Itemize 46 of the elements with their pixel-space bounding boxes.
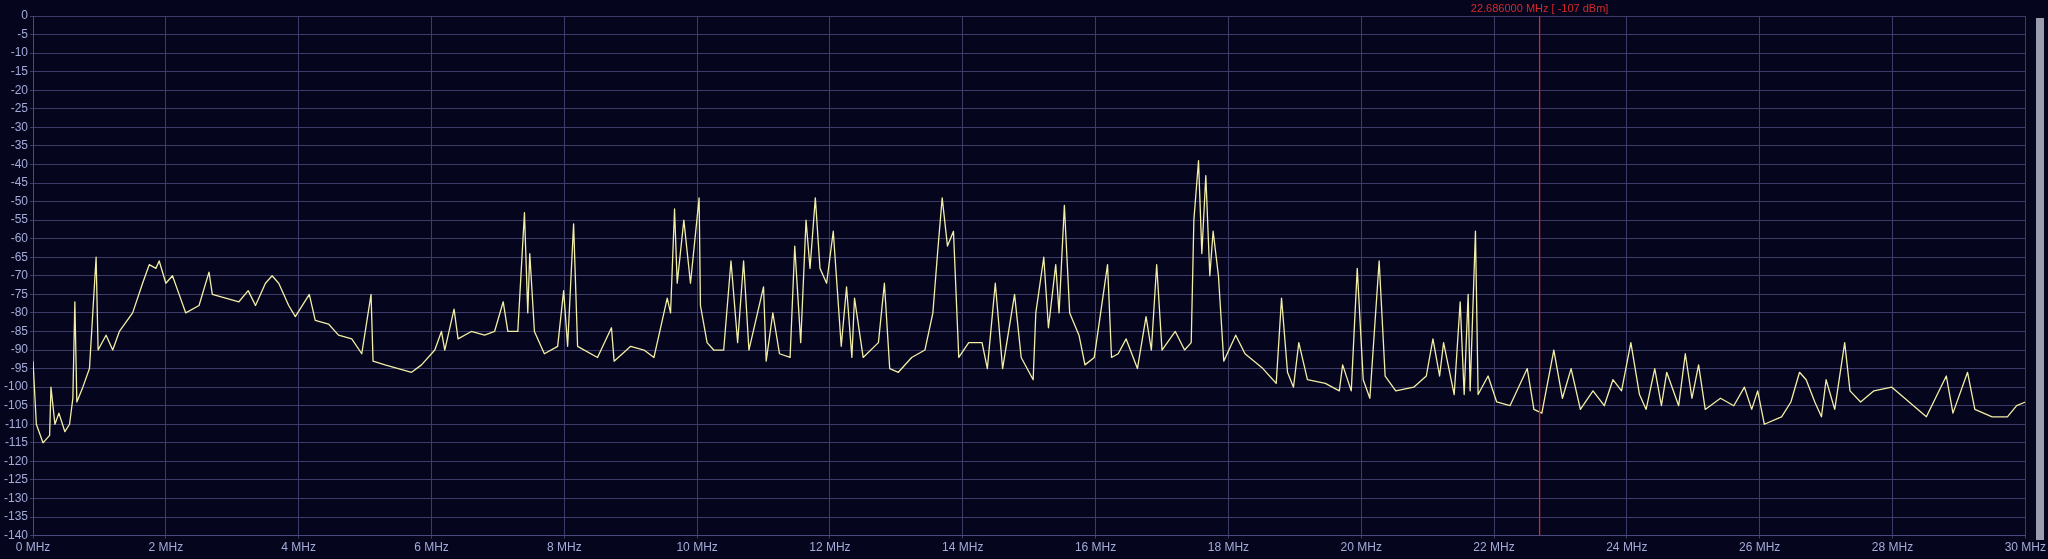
y-tick-label: -100 bbox=[3, 379, 29, 394]
y-tick-label: -30 bbox=[10, 119, 29, 134]
y-tick-label: -20 bbox=[10, 82, 29, 97]
y-tick-label: -55 bbox=[10, 212, 29, 227]
x-tick-label: 0 MHz bbox=[15, 540, 51, 555]
y-tick-label: -125 bbox=[3, 472, 29, 487]
y-tick-label: -65 bbox=[10, 249, 29, 264]
y-tick-label: -105 bbox=[3, 398, 29, 413]
x-tick-label: 16 MHz bbox=[1074, 540, 1117, 555]
y-tick-label: -110 bbox=[4, 416, 29, 431]
x-tick-label: 6 MHz bbox=[414, 540, 449, 555]
x-tick-label: 14 MHz bbox=[942, 540, 984, 555]
y-tick-label: -75 bbox=[10, 286, 29, 301]
y-tick-label: -80 bbox=[10, 305, 29, 320]
x-tick-label: 12 MHz bbox=[809, 540, 851, 555]
y-tick-label: -90 bbox=[10, 342, 29, 357]
y-tick-label: -15 bbox=[10, 63, 29, 78]
x-tick-label: 22 MHz bbox=[1473, 540, 1515, 555]
x-tick-label: 30 MHz bbox=[2004, 540, 2046, 555]
y-tick-label: -50 bbox=[10, 193, 29, 208]
x-tick-label: 8 MHz bbox=[546, 540, 582, 555]
y-tick-label: -140 bbox=[3, 527, 29, 542]
y-tick-label: -85 bbox=[10, 323, 29, 338]
y-tick-label: -130 bbox=[3, 490, 29, 505]
y-tick-label: -25 bbox=[10, 101, 29, 116]
x-tick-label: 2 MHz bbox=[148, 540, 184, 555]
y-tick-label: -120 bbox=[3, 453, 29, 468]
y-tick-label: -135 bbox=[3, 509, 29, 524]
x-tick-label: 18 MHz bbox=[1207, 540, 1250, 555]
y-tick-label: -10 bbox=[10, 45, 29, 60]
x-tick-label: 24 MHz bbox=[1606, 540, 1648, 555]
y-tick-label: -95 bbox=[10, 360, 29, 375]
x-tick-label: 4 MHz bbox=[281, 540, 316, 555]
y-tick-label: -60 bbox=[10, 231, 29, 245]
ref-line-label: 22.686000 MHz [ -107 dBm] bbox=[1470, 1, 1609, 14]
x-tick-label: 26 MHz bbox=[1739, 540, 1781, 555]
y-tick-label: -40 bbox=[10, 156, 29, 171]
y-tick-label: -115 bbox=[4, 435, 29, 450]
x-tick-label: 28 MHz bbox=[1871, 540, 1914, 555]
y-tick-label: -45 bbox=[10, 175, 29, 190]
y-tick-label: 0 bbox=[21, 8, 29, 23]
y-tick-label: -35 bbox=[10, 138, 29, 153]
x-tick-label: 20 MHz bbox=[1340, 540, 1382, 555]
y-tick-label: -5 bbox=[17, 26, 29, 41]
y-tick-label: -70 bbox=[10, 268, 29, 283]
x-tick-label: 10 MHz bbox=[676, 540, 718, 555]
